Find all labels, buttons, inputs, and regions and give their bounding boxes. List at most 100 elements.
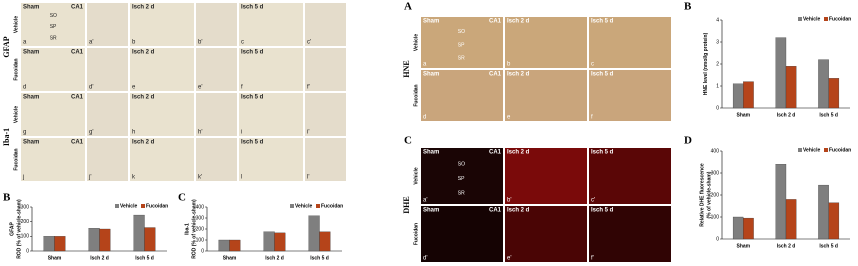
y-tick-label: 100	[21, 234, 30, 240]
marker-label: Iba-1	[2, 128, 11, 146]
column-title: Isch 5 d	[591, 208, 614, 214]
image	[504, 205, 588, 263]
image	[420, 147, 504, 205]
micrograph: a'	[86, 2, 129, 47]
column-title: Isch 2 d	[132, 50, 155, 56]
y-axis-label: HNE level (nmol/g protein)	[703, 32, 709, 95]
panel-letter: i'	[307, 130, 309, 136]
micrograph: Isch 5 d c	[588, 16, 672, 69]
image	[20, 92, 86, 137]
image	[195, 47, 238, 92]
column-title: Sham	[423, 150, 439, 156]
image	[86, 47, 129, 92]
image	[420, 16, 504, 69]
panel-letter: j	[22, 175, 24, 181]
micrograph: Isch 2 d e'	[504, 205, 588, 263]
image	[504, 147, 588, 205]
panel-letter: h	[132, 130, 135, 136]
panel-letter: f'	[591, 256, 594, 262]
bar	[229, 239, 241, 252]
panel-letter: b	[132, 40, 136, 46]
bar	[144, 227, 156, 252]
y-tick-label: 2	[716, 61, 719, 67]
y-tick-label: 400	[196, 204, 205, 210]
micrograph: Isch 2 d e	[504, 69, 588, 122]
y-tick-label: 0	[26, 248, 29, 254]
legend-swatch	[316, 204, 320, 208]
bar	[785, 199, 797, 240]
y-axis-label: Iba-1ROD (% of vehicle-sham)	[185, 199, 198, 259]
legend-label: Fucoidan	[829, 147, 851, 153]
panel-letter: k'	[198, 175, 202, 181]
panel-label: B	[3, 192, 11, 204]
bar	[99, 228, 111, 252]
panel-letter: e'	[507, 256, 511, 262]
bar	[319, 231, 331, 252]
y-axis-label: GFAPROD (% of vehicle-sham)	[10, 199, 23, 259]
image	[420, 69, 504, 122]
y-tick-label: 100	[711, 214, 720, 220]
image	[238, 92, 304, 137]
y-tick-label: 300	[711, 170, 720, 176]
bar	[308, 215, 320, 252]
micrograph: Sham CA1 SO SP SR a	[20, 2, 86, 47]
micrograph: Isch 5 d c	[238, 2, 304, 47]
micrograph: Isch 2 d b	[504, 16, 588, 69]
x-tick-label: Sham	[737, 112, 751, 118]
image	[504, 16, 588, 69]
region-label: CA1	[71, 95, 84, 101]
legend-label: Vehicle	[803, 16, 820, 22]
panel-letter: f	[591, 115, 593, 121]
bar	[828, 202, 840, 240]
panel-letter: b'	[507, 198, 511, 204]
micrograph: b'	[195, 2, 238, 47]
x-tick-label: Isch 2 d	[265, 255, 284, 261]
bar	[743, 217, 754, 240]
row-label: Fucoidan	[13, 58, 19, 80]
panel-letter: c	[241, 40, 244, 46]
layer-label: SO	[458, 162, 465, 168]
image	[588, 16, 672, 69]
panel-letter: c'	[307, 40, 311, 46]
bar	[732, 83, 744, 109]
x-tick-label: Isch 2 d	[777, 112, 796, 118]
panel-letter: g'	[89, 130, 93, 136]
panel-letter: d	[23, 85, 26, 91]
x-tick-label: Sham	[737, 243, 751, 249]
y-tick-label: 3	[716, 39, 719, 45]
micrograph: g'	[86, 92, 129, 137]
panel-label: D	[684, 135, 692, 147]
column-title: Isch 2 d	[507, 150, 530, 156]
legend-label: Fucoidan	[829, 16, 851, 22]
micrograph: Isch 5 d l	[238, 137, 304, 182]
micrograph: Isch 5 d i	[238, 92, 304, 137]
micrograph: i'	[304, 92, 347, 137]
image	[238, 137, 304, 182]
y-tick-label: 300	[196, 215, 205, 221]
column-title: Isch 5 d	[241, 95, 264, 101]
image	[238, 2, 304, 47]
micrograph: Isch 2 d h	[129, 92, 195, 137]
region-label: CA1	[71, 50, 84, 56]
layer-label: SO	[50, 13, 57, 19]
y-tick-label: 0	[201, 248, 204, 254]
row-label: Vehicle	[413, 34, 419, 51]
bar	[732, 216, 744, 240]
column-title: Isch 5 d	[241, 140, 264, 146]
image	[86, 92, 129, 137]
image	[195, 2, 238, 47]
panel-letter: l	[241, 175, 242, 181]
x-tick-label: Isch 2 d	[777, 243, 796, 249]
micrograph: Sham CA1 d'	[420, 205, 504, 263]
column-title: Isch 5 d	[591, 72, 614, 78]
micrograph: Isch 2 d b	[129, 2, 195, 47]
row-label: Fucoidan	[13, 148, 19, 170]
row-label: Vehicle	[413, 167, 419, 184]
x-tick-label: Sham	[223, 255, 237, 261]
legend-swatch	[798, 17, 802, 21]
panel-letter: c'	[591, 198, 595, 204]
column-title: Isch 2 d	[507, 208, 530, 214]
layer-label: SR	[458, 191, 465, 197]
column-title: Isch 2 d	[132, 95, 155, 101]
image	[86, 2, 129, 47]
